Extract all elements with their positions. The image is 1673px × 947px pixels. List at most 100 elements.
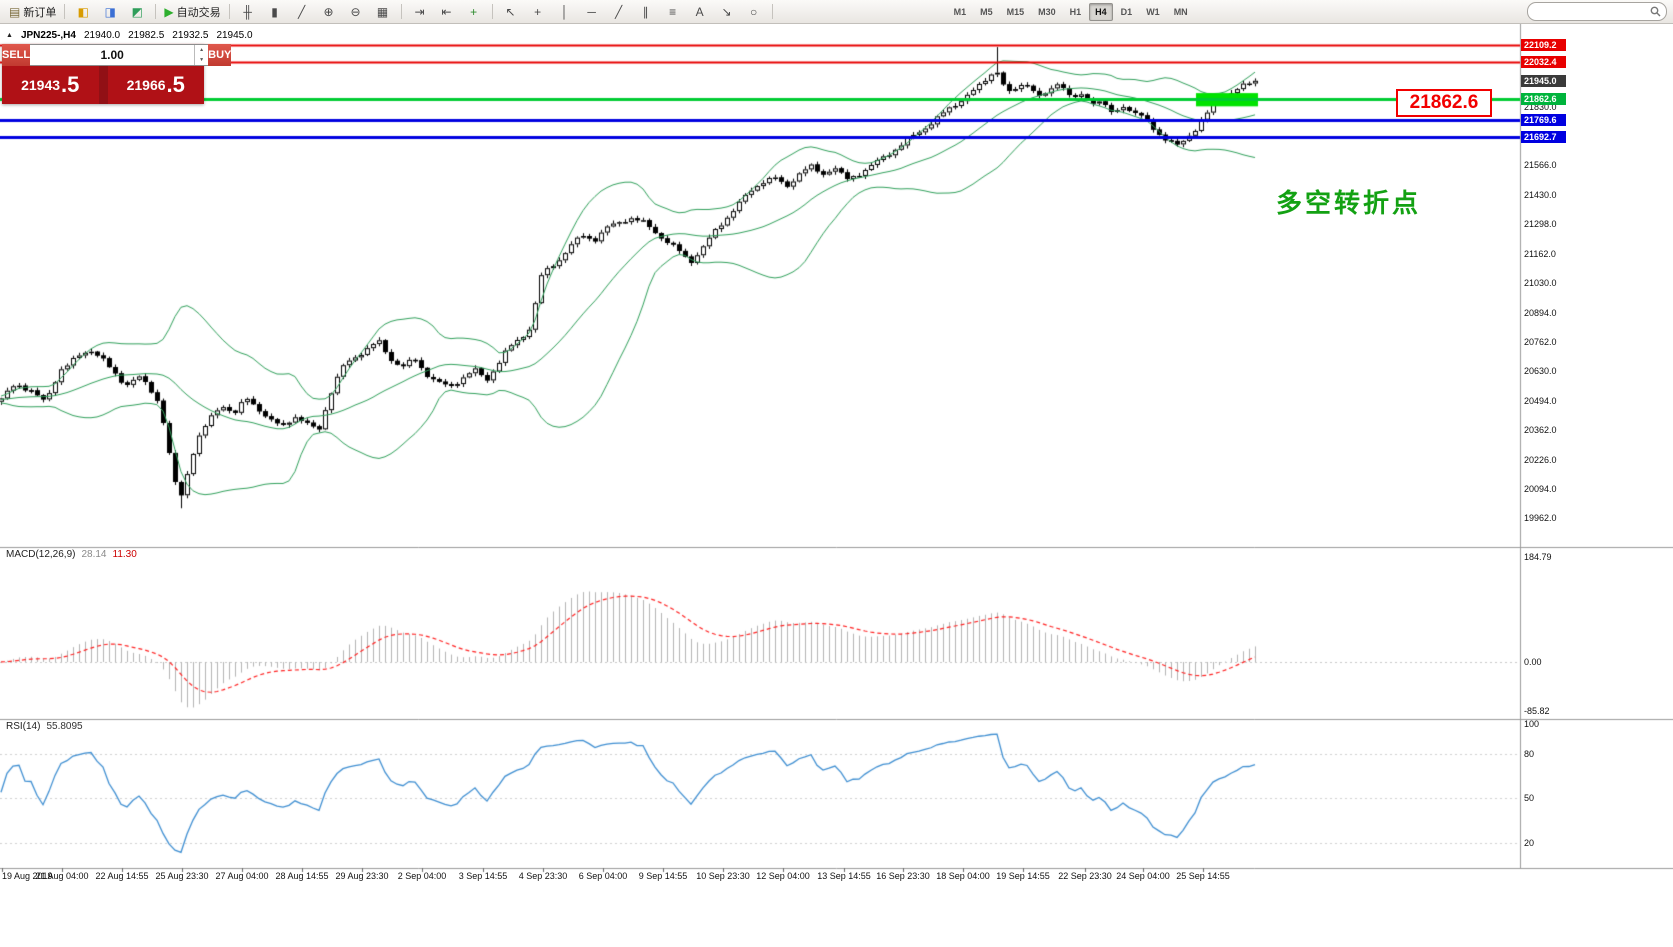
timeframe-d1[interactable]: D1 bbox=[1120, 6, 1133, 17]
timeframe-mn[interactable]: MN bbox=[1173, 6, 1188, 17]
time-axis-label: 19 Sep 14:55 bbox=[996, 871, 1050, 881]
trade-panel-divider bbox=[98, 66, 108, 104]
zoom-in-icon[interactable]: ⊕ bbox=[323, 4, 334, 19]
line-chart-icon[interactable]: ╱ bbox=[297, 4, 306, 19]
sell-price-main: 21943 bbox=[21, 77, 61, 93]
cursor-icon[interactable]: ↖ bbox=[505, 4, 516, 19]
buy-price-pips: .5 bbox=[166, 72, 185, 97]
price-axis-label: 20362.0 bbox=[1524, 424, 1557, 435]
fibonacci-icon[interactable]: ≡ bbox=[669, 4, 677, 19]
data-window-icon[interactable]: ◨ bbox=[104, 4, 117, 19]
ohlc-high: 21982.5 bbox=[128, 30, 165, 41]
lot-spinner: ▲ ▼ bbox=[194, 45, 208, 65]
buy-button[interactable]: BUY bbox=[208, 44, 232, 66]
new-order-icon: ▤ bbox=[9, 4, 21, 19]
rsi-axis-label: 100 bbox=[1524, 719, 1540, 729]
macd-axis-label: 184.79 bbox=[1524, 552, 1552, 562]
price-tag-pivot: 21862.6 bbox=[1521, 93, 1566, 106]
price-axis-label: 21162.0 bbox=[1524, 248, 1556, 259]
pivot-annotation-text[interactable]: 多空转折点 bbox=[1276, 188, 1422, 218]
vertical-line-icon[interactable]: │ bbox=[560, 4, 569, 19]
time-axis-label: 22 Sep 23:30 bbox=[1058, 871, 1112, 881]
channel-icon[interactable]: ∥ bbox=[642, 4, 649, 19]
market-watch-icon[interactable]: ◧ bbox=[77, 4, 90, 19]
timeframe-w1[interactable]: W1 bbox=[1146, 6, 1160, 17]
tile-windows-icon[interactable]: ▦ bbox=[376, 4, 389, 19]
navigator-icon[interactable]: ◩ bbox=[131, 4, 144, 19]
price-axis-label: 19962.0 bbox=[1524, 512, 1557, 523]
rsi-axis-label: 20 bbox=[1524, 838, 1535, 848]
zoom-out-icon[interactable]: ⊖ bbox=[350, 4, 361, 19]
time-axis-label: 24 Sep 04:00 bbox=[1116, 871, 1170, 881]
time-axis-label: 12 Sep 04:00 bbox=[756, 871, 810, 881]
toolbar-separator bbox=[400, 4, 402, 19]
lot-increase-button[interactable]: ▲ bbox=[199, 47, 205, 53]
time-axis-label: 13 Sep 14:55 bbox=[817, 871, 871, 881]
price-tag-resistance: 22032.4 bbox=[1521, 55, 1566, 68]
new-order-label: 新订单 bbox=[23, 6, 57, 19]
chart-shift-icon[interactable]: ⇤ bbox=[441, 4, 452, 19]
trendline-icon[interactable]: ╱ bbox=[614, 4, 623, 19]
time-axis-label: 6 Sep 04:00 bbox=[578, 871, 628, 881]
timeframe-toolbar: M1 M5 M15 M30 H1 H4 D1 W1 MN bbox=[948, 2, 1194, 21]
autotrade-label: 自动交易 bbox=[176, 6, 221, 19]
auto-scroll-icon[interactable]: ⇥ bbox=[414, 4, 425, 19]
arrows-icon[interactable]: ↘ bbox=[721, 4, 732, 19]
lot-decrease-button[interactable]: ▼ bbox=[199, 57, 205, 63]
price-axis-label: 21430.0 bbox=[1524, 189, 1557, 200]
autotrade-button[interactable]: ▶ 自动交易 bbox=[161, 2, 223, 22]
timeframe-m1[interactable]: M1 bbox=[953, 6, 967, 17]
buy-price-main: 21966 bbox=[126, 77, 166, 93]
ohlc-close: 21945.0 bbox=[216, 30, 253, 41]
time-axis-label: 18 Sep 04:00 bbox=[936, 871, 990, 881]
indicators-icon[interactable]: + bbox=[470, 4, 478, 19]
search-box bbox=[1527, 2, 1667, 21]
price-level-flag[interactable]: 21862.6 bbox=[1396, 89, 1492, 117]
toolbar-items: ▤ 新订单 ◧ ◨ ◩ ▶ 自动交易 ╫ ▮ ╱ ⊕ ⊖ ▦ ⇥ ⇤ + ↖ + │ ─ ╱ ∥ ≡ A ↘ ○ M1 M5 M15 M3… bbox=[6, 0, 1194, 23]
shapes-icon[interactable]: ○ bbox=[749, 4, 758, 19]
sell-price[interactable]: 21943.5 bbox=[2, 66, 99, 104]
chart-canvas[interactable] bbox=[0, 24, 1673, 947]
time-axis-label: 9 Sep 14:55 bbox=[638, 871, 688, 881]
price-tag-support: 21692.7 bbox=[1521, 130, 1566, 143]
crosshair-icon[interactable]: + bbox=[534, 4, 542, 19]
candlestick-chart-icon[interactable]: ▮ bbox=[271, 4, 278, 19]
rsi-axis-label: 80 bbox=[1524, 748, 1535, 759]
rsi-value: 55.8095 bbox=[46, 721, 83, 732]
buy-price[interactable]: 21966.5 bbox=[108, 66, 205, 104]
timeframe-m30[interactable]: M30 bbox=[1038, 6, 1056, 17]
horizontal-line-icon[interactable]: ─ bbox=[587, 4, 596, 19]
symbol-title: JPN225-,H4 bbox=[20, 30, 76, 41]
toolbar-separator bbox=[228, 4, 230, 19]
time-axis-label: 25 Sep 14:55 bbox=[1176, 871, 1230, 881]
price-axis-label: 20494.0 bbox=[1524, 395, 1557, 406]
timeframe-m15[interactable]: M15 bbox=[1006, 6, 1025, 17]
search-input[interactable] bbox=[1533, 5, 1650, 18]
time-axis-label: 25 Aug 23:30 bbox=[155, 871, 209, 881]
new-order-button[interactable]: ▤ 新订单 bbox=[6, 2, 59, 22]
rsi-name: RSI(14) bbox=[6, 721, 41, 732]
lot-size-field: ▲ ▼ bbox=[30, 44, 209, 66]
one-click-collapse-icon[interactable]: ▲ bbox=[6, 32, 13, 39]
price-axis-label: 20226.0 bbox=[1524, 454, 1557, 465]
time-axis-label: 22 Aug 14:55 bbox=[95, 871, 149, 881]
bar-chart-icon[interactable]: ╫ bbox=[243, 4, 252, 19]
price-tag-resistance: 22109.2 bbox=[1521, 39, 1566, 52]
price-tag-support: 21769.6 bbox=[1521, 113, 1566, 126]
lot-size-input[interactable] bbox=[30, 45, 195, 65]
sell-button[interactable]: SELL bbox=[2, 44, 31, 66]
macd-value-signal: 11.30 bbox=[112, 549, 137, 560]
ohlc-open: 21940.0 bbox=[83, 30, 121, 41]
timeframe-m5[interactable]: M5 bbox=[980, 6, 993, 17]
time-axis-label: 3 Sep 14:55 bbox=[458, 871, 508, 881]
time-axis-label: 2 Sep 04:00 bbox=[397, 871, 447, 881]
sell-price-pips: .5 bbox=[61, 72, 80, 97]
timeframe-h4[interactable]: H4 bbox=[1089, 2, 1113, 21]
ohlc-low: 21932.5 bbox=[172, 30, 209, 41]
macd-axis-label: -85.82 bbox=[1524, 705, 1550, 716]
timeframe-h1[interactable]: H1 bbox=[1069, 6, 1082, 17]
text-icon[interactable]: A bbox=[695, 4, 704, 19]
macd-indicator-label: MACD(12,26,9) 28.14 11.30 bbox=[6, 549, 137, 560]
time-axis-label: 4 Sep 23:30 bbox=[518, 871, 568, 881]
